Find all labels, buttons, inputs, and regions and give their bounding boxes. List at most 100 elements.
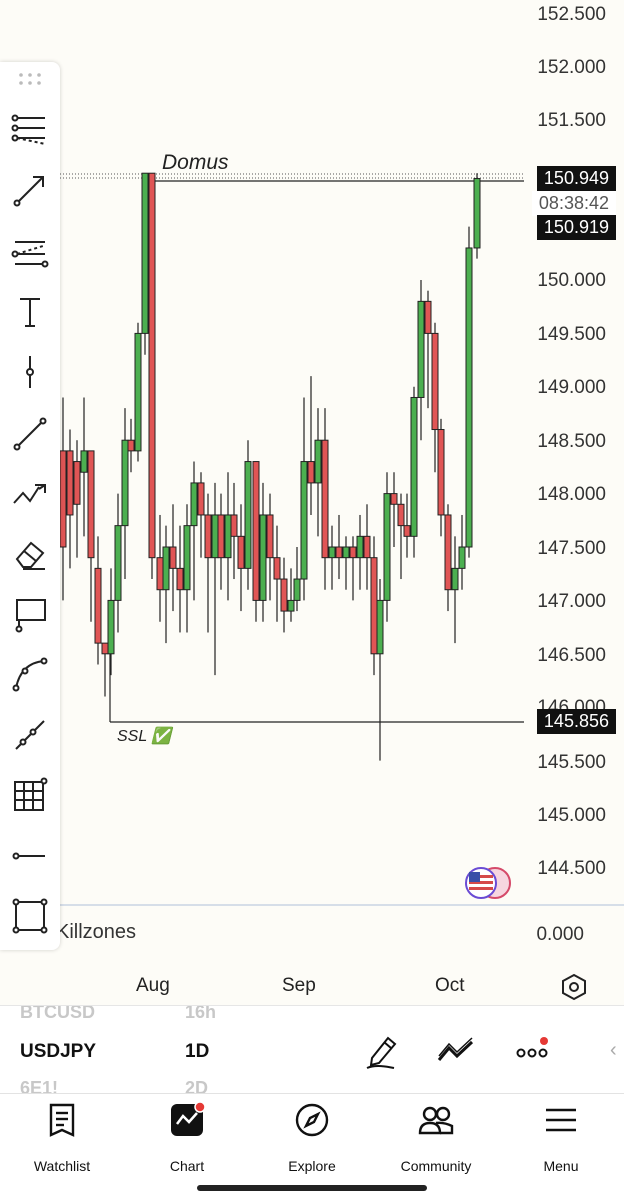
price-axis-label: 152.500: [537, 4, 606, 25]
candle-body: [197, 482, 205, 516]
ray-tool-icon[interactable]: [10, 715, 50, 755]
candle-body: [114, 525, 122, 601]
eraser-icon[interactable]: [10, 534, 50, 574]
candle-body: [376, 599, 384, 655]
month-label: Sep: [282, 975, 316, 996]
domus-annotation[interactable]: Domus: [162, 151, 229, 174]
watchlist-icon: [49, 1103, 75, 1137]
bottom-nav: Watchlist Chart Explore Community Menu: [0, 1093, 624, 1201]
interval-next[interactable]: 2D: [185, 1078, 209, 1094]
fib-retracement-icon[interactable]: [10, 111, 50, 151]
candle-body: [403, 525, 411, 537]
time-axis: Aug Sep Oct: [0, 965, 624, 1005]
symbol-next[interactable]: 6E1!: [20, 1078, 59, 1094]
price-axis-label: 147.000: [537, 591, 606, 612]
candle-body: [397, 503, 405, 527]
candle-body: [73, 461, 81, 505]
candle-body: [280, 578, 288, 612]
callout-icon[interactable]: [10, 595, 50, 635]
home-indicator: [197, 1185, 427, 1191]
candle-body: [417, 300, 425, 398]
price-axis-label: 145.000: [537, 805, 606, 826]
chart-area[interactable]: 152.500 152.000 151.500 150.000 149.500 …: [0, 0, 624, 1005]
month-label: Aug: [136, 975, 170, 996]
nav-watchlist[interactable]: Watchlist: [7, 1102, 117, 1174]
candle-body: [293, 578, 301, 601]
price-axis-label: 145.500: [537, 752, 606, 773]
ssl-annotation[interactable]: SSL ✅: [117, 728, 172, 745]
price-axis-label: 152.000: [537, 57, 606, 78]
candle-body: [266, 514, 274, 559]
candle-body: [424, 300, 432, 334]
candle-body: [169, 546, 177, 569]
price-axis-label: 144.500: [537, 858, 606, 879]
candle-body: [217, 514, 225, 559]
candle-body: [87, 450, 95, 559]
candlestick-chart[interactable]: [0, 0, 624, 965]
candle-body: [465, 247, 473, 548]
candle-body: [273, 557, 281, 580]
nav-explore[interactable]: Explore: [257, 1102, 367, 1174]
price-axis-label: 148.000: [537, 484, 606, 505]
candle-body: [134, 332, 142, 452]
price-axis-label: 146.500: [537, 645, 606, 666]
arrow-tool-icon[interactable]: [10, 170, 50, 210]
candle-body: [437, 429, 445, 516]
candle-body: [230, 514, 238, 537]
candle-body: [307, 461, 315, 484]
line-price-tag: 150.919: [536, 215, 616, 240]
current-symbol[interactable]: USDJPY: [20, 1041, 97, 1062]
candle-body: [390, 493, 398, 505]
more-options-icon[interactable]: [516, 1036, 552, 1071]
nav-label: Chart: [169, 1158, 205, 1174]
us-flag-icon[interactable]: [461, 866, 513, 900]
candle-body: [259, 514, 267, 601]
drawing-pen-icon[interactable]: [364, 1032, 400, 1075]
indicator-value: 0.000: [536, 924, 584, 945]
nav-chart[interactable]: Chart: [132, 1102, 242, 1174]
trend-line-icon[interactable]: [10, 414, 50, 454]
month-label: Oct: [435, 975, 465, 996]
indicators-icon[interactable]: [436, 1036, 476, 1071]
indicator-name[interactable]: Killzones: [56, 921, 137, 943]
candle-body: [94, 567, 102, 644]
price-axis-label: 151.500: [537, 110, 606, 131]
candle-body: [410, 396, 418, 537]
nav-menu[interactable]: Menu: [506, 1102, 616, 1174]
path-tool-icon[interactable]: [10, 474, 50, 514]
price-axis-label: 149.000: [537, 377, 606, 398]
parallel-channel-icon[interactable]: [10, 233, 50, 273]
candle-body: [342, 546, 350, 559]
scroll-left-icon[interactable]: ‹: [610, 1039, 617, 1061]
price-axis-label: 148.500: [537, 431, 606, 452]
nav-label: Watchlist: [33, 1158, 91, 1174]
current-interval[interactable]: 1D: [185, 1041, 210, 1062]
candle-body: [183, 525, 191, 591]
current-price-tag: 150.949: [536, 166, 616, 191]
countdown-tag: 08:38:42: [531, 191, 616, 216]
nav-label: Community: [400, 1158, 472, 1174]
interval-prev[interactable]: 16h: [185, 1005, 217, 1022]
candle-body: [328, 546, 336, 559]
candle-body: [141, 172, 149, 334]
candle-body: [356, 535, 364, 559]
candle-body: [204, 514, 212, 559]
drag-handle-icon[interactable]: [18, 72, 42, 91]
candle-body: [156, 557, 164, 591]
settings-hexagon-icon[interactable]: [560, 973, 588, 1006]
text-tool-icon[interactable]: [10, 292, 50, 332]
nav-community[interactable]: Community: [381, 1102, 491, 1174]
rectangle-tool-icon[interactable]: [10, 896, 50, 936]
curve-tool-icon[interactable]: [10, 654, 50, 694]
symbol-prev[interactable]: BTCUSD: [20, 1005, 95, 1022]
horizontal-ray-icon[interactable]: [10, 836, 50, 876]
price-axis-label: 149.500: [537, 324, 606, 345]
candle-body: [237, 535, 245, 569]
ssl-price-tag: 145.856: [536, 709, 616, 734]
chart-icon: [171, 1102, 205, 1136]
vertical-line-icon[interactable]: [10, 352, 50, 392]
community-icon: [418, 1106, 454, 1135]
candle-body: [370, 557, 378, 655]
grid-tool-icon[interactable]: [10, 775, 50, 815]
candle-body: [300, 461, 308, 580]
